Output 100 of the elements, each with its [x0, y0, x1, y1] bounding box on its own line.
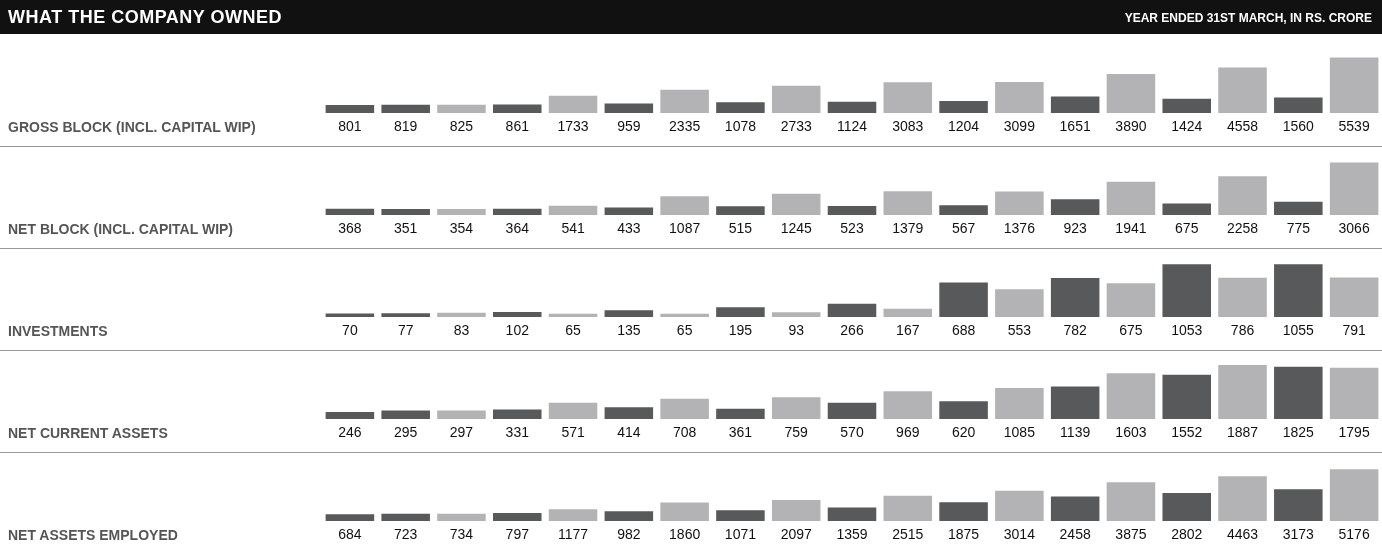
bar: [1218, 476, 1267, 521]
bar: [1050, 496, 1100, 521]
data-label: 675: [1175, 220, 1199, 236]
bar: [995, 388, 1044, 419]
bar: [604, 103, 654, 113]
data-label: 3875: [1115, 526, 1147, 542]
bar: [716, 510, 765, 521]
data-label: 782: [1063, 322, 1088, 338]
bar: [1050, 96, 1100, 113]
data-label: 1085: [1003, 424, 1036, 440]
data-label: 723: [394, 526, 418, 542]
bar: [771, 193, 821, 215]
data-label: 2515: [892, 526, 924, 542]
bar: [437, 104, 486, 113]
data-label: 1651: [1059, 118, 1091, 134]
bar: [1329, 469, 1379, 521]
bar: [827, 206, 877, 215]
bar: [604, 310, 654, 317]
bar: [437, 513, 486, 521]
bar: [1274, 201, 1323, 215]
data-label: 2097: [780, 526, 812, 542]
bar: [883, 391, 933, 419]
bar: [995, 289, 1044, 317]
data-label: 708: [672, 424, 697, 440]
data-label: 4558: [1226, 118, 1259, 134]
bar: [1106, 373, 1156, 419]
bar: [771, 85, 821, 113]
data-label: 3014: [1003, 526, 1036, 542]
bar: [716, 408, 765, 419]
data-label: 2335: [669, 118, 701, 134]
bar: [1218, 277, 1267, 317]
data-label: 2258: [1226, 220, 1259, 236]
bar: [381, 513, 430, 521]
data-label: 570: [840, 424, 864, 440]
y-axis-title: INVESTMENTS: [8, 323, 108, 339]
data-label: 1139: [1060, 424, 1091, 440]
data-label: 1376: [1003, 220, 1036, 236]
data-label: 567: [951, 220, 976, 236]
data-label: 1055: [1282, 322, 1315, 338]
data-label: 3083: [892, 118, 924, 134]
data-label: 775: [1286, 220, 1311, 236]
bar: [492, 208, 542, 215]
data-label: 1078: [724, 118, 757, 134]
data-label: 351: [394, 220, 418, 236]
data-label: 523: [840, 220, 864, 236]
data-label: 1825: [1282, 424, 1315, 440]
data-label: 786: [1230, 322, 1255, 338]
data-label: 801: [338, 118, 362, 134]
bar: [771, 312, 821, 317]
bar: [1329, 277, 1379, 317]
data-label: 1795: [1338, 424, 1370, 440]
bar: [1106, 74, 1156, 113]
bar: [381, 313, 430, 317]
bar: [548, 402, 598, 419]
bar: [1218, 176, 1267, 215]
data-label: 541: [561, 220, 585, 236]
data-label: 135: [617, 322, 641, 338]
bar: [1106, 181, 1156, 215]
data-label: 65: [565, 322, 582, 338]
y-axis-title: NET BLOCK (INCL. CAPITAL WIP): [8, 221, 234, 237]
bar: [325, 411, 375, 419]
data-label: 3099: [1003, 118, 1036, 134]
data-label: 364: [505, 220, 530, 236]
bar: [1218, 365, 1267, 419]
bar: [1274, 366, 1323, 419]
data-label: 1204: [948, 118, 980, 134]
data-label: 361: [728, 424, 753, 440]
data-label: 2733: [780, 118, 812, 134]
data-label: 5176: [1338, 526, 1370, 542]
bar: [827, 303, 877, 317]
data-label: 515: [728, 220, 753, 236]
bar: [381, 104, 430, 113]
data-label: 1424: [1171, 118, 1203, 134]
data-label: 675: [1119, 322, 1143, 338]
bar: [492, 409, 542, 419]
bar: [437, 208, 486, 215]
bar: [883, 495, 933, 521]
data-label: 684: [338, 526, 362, 542]
bar: [325, 514, 375, 521]
bar: [939, 282, 988, 317]
data-label: 553: [1007, 322, 1032, 338]
data-label: 1053: [1171, 322, 1203, 338]
bar: [1329, 57, 1379, 113]
data-label: 5539: [1338, 118, 1370, 134]
bar: [1329, 367, 1379, 419]
bar: [1162, 203, 1212, 215]
data-label: 83: [453, 322, 470, 338]
data-label: 791: [1342, 322, 1366, 338]
data-label: 1560: [1282, 118, 1315, 134]
bar: [604, 407, 654, 419]
text: WHAT THE COMPANY OWNED: [8, 7, 282, 28]
bar: [771, 397, 821, 419]
data-label: 1552: [1171, 424, 1203, 440]
data-label: 982: [617, 526, 641, 542]
bar: [492, 104, 542, 113]
bar: [437, 312, 486, 317]
data-label: 295: [394, 424, 418, 440]
bar: [604, 207, 654, 215]
data-label: 1603: [1115, 424, 1147, 440]
bar: [1162, 264, 1212, 317]
